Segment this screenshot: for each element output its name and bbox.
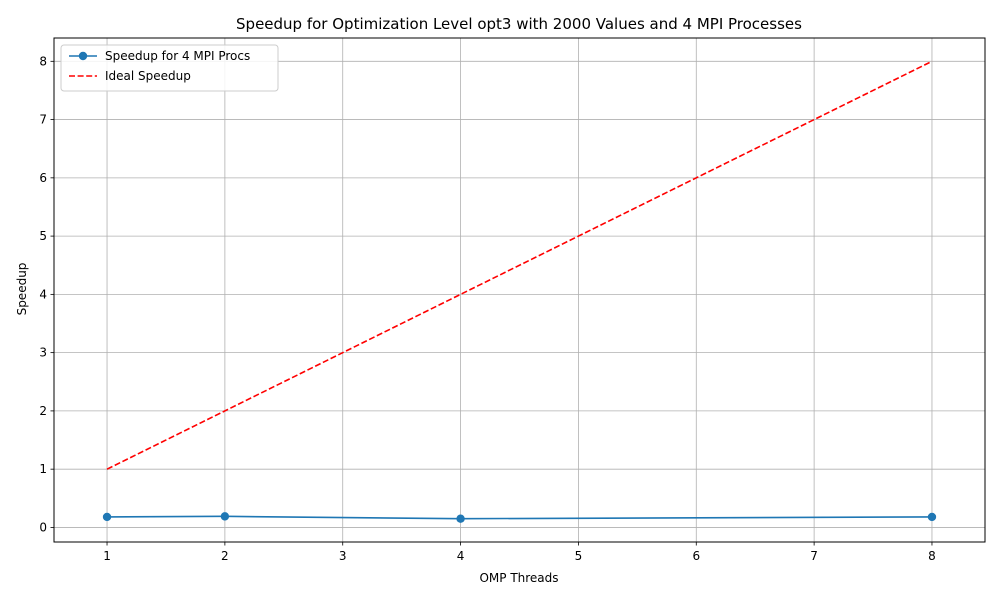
x-tick-label: 4 (457, 549, 465, 563)
data-point (927, 512, 937, 522)
legend-label: Ideal Speedup (105, 69, 191, 83)
x-axis-label: OMP Threads (479, 571, 558, 585)
y-tick-label: 3 (39, 346, 47, 360)
y-tick-label: 8 (39, 54, 47, 68)
y-tick-label: 2 (39, 404, 47, 418)
y-tick-label: 1 (39, 462, 47, 476)
x-tick-label: 7 (810, 549, 818, 563)
y-axis-label: Speedup (15, 263, 29, 316)
x-tick-label: 2 (221, 549, 229, 563)
legend-label: Speedup for 4 MPI Procs (105, 49, 250, 63)
data-point (456, 514, 465, 523)
series-line (106, 60, 933, 470)
series-line (107, 515, 932, 520)
x-tick-label: 6 (692, 549, 700, 563)
legend: Speedup for 4 MPI Procs Ideal Speedup (60, 44, 279, 92)
y-tick-label: 4 (39, 287, 47, 301)
data-point (220, 512, 230, 521)
data-point (102, 512, 112, 522)
series-1 (102, 512, 937, 523)
chart-title: Speedup for Optimization Level opt3 with… (236, 15, 802, 33)
plot-frame (53, 37, 986, 543)
x-tick-label: 8 (928, 549, 936, 563)
y-tick-label: 6 (39, 171, 47, 185)
x-tick-label: 1 (103, 549, 111, 563)
legend-marker (78, 51, 88, 61)
grid-lines (54, 38, 985, 542)
y-tick-label: 7 (39, 113, 47, 127)
x-tick-label: 3 (339, 549, 347, 563)
y-tick-label: 0 (39, 520, 47, 534)
y-tick-label: 5 (39, 229, 47, 243)
x-tick-label: 5 (575, 549, 583, 563)
tick-labels: 1 2 3 4 5 6 7 8 0 1 2 3 4 5 6 7 8 (39, 54, 935, 563)
series-layer (102, 60, 937, 523)
axes-frame (53, 37, 986, 543)
legend-box (60, 44, 279, 92)
series-2 (106, 60, 933, 470)
